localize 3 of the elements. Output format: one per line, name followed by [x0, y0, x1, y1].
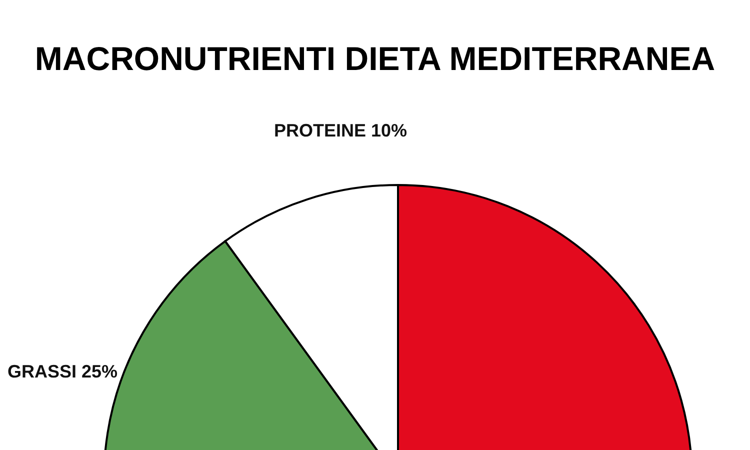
slice-label: PROTEINE 10% — [274, 120, 407, 141]
chart-title: MACRONUTRIENTI DIETA MEDITERRANEA — [34, 40, 716, 77]
slice-label: GRASSI 25% — [7, 362, 118, 382]
